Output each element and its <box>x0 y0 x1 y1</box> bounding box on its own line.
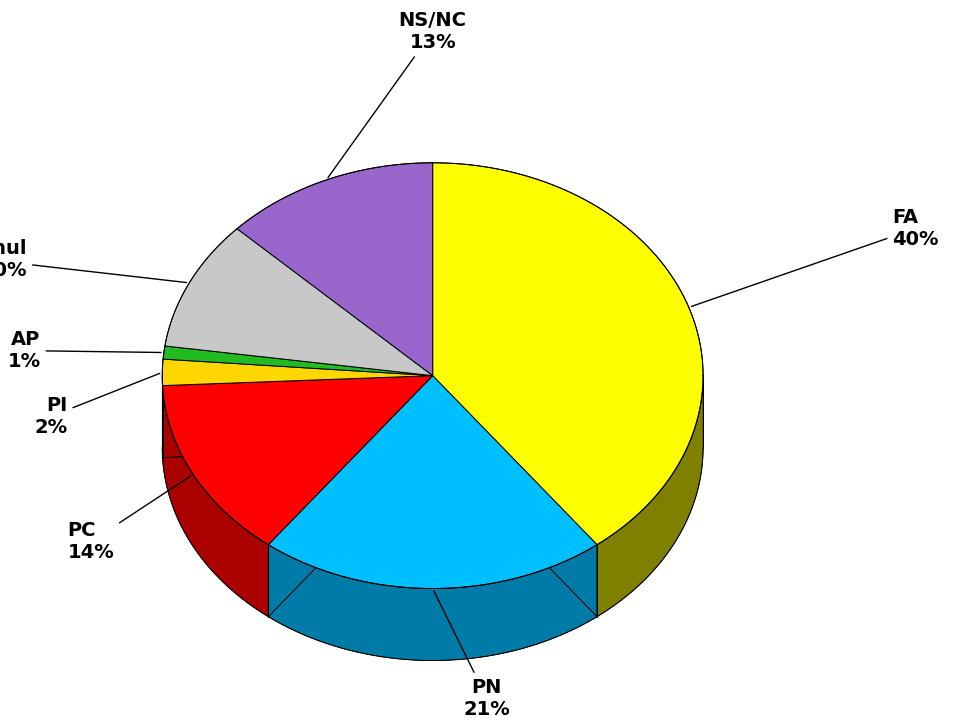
Text: NS/NC
13%: NS/NC 13% <box>328 11 467 178</box>
Polygon shape <box>597 376 703 617</box>
Polygon shape <box>237 163 433 376</box>
Polygon shape <box>162 386 269 617</box>
Polygon shape <box>165 229 433 376</box>
Text: PC
14%: PC 14% <box>67 476 191 562</box>
Polygon shape <box>162 376 433 545</box>
Text: PI
2%: PI 2% <box>35 374 159 437</box>
Text: AP
1%: AP 1% <box>8 330 161 371</box>
Polygon shape <box>269 376 597 588</box>
Polygon shape <box>163 346 433 376</box>
Polygon shape <box>162 359 433 386</box>
Text: BI/Anul
10%: BI/Anul 10% <box>0 239 186 282</box>
Polygon shape <box>433 163 703 545</box>
Text: PN
21%: PN 21% <box>434 591 510 719</box>
Polygon shape <box>269 545 597 660</box>
Text: FA
40%: FA 40% <box>691 208 939 307</box>
